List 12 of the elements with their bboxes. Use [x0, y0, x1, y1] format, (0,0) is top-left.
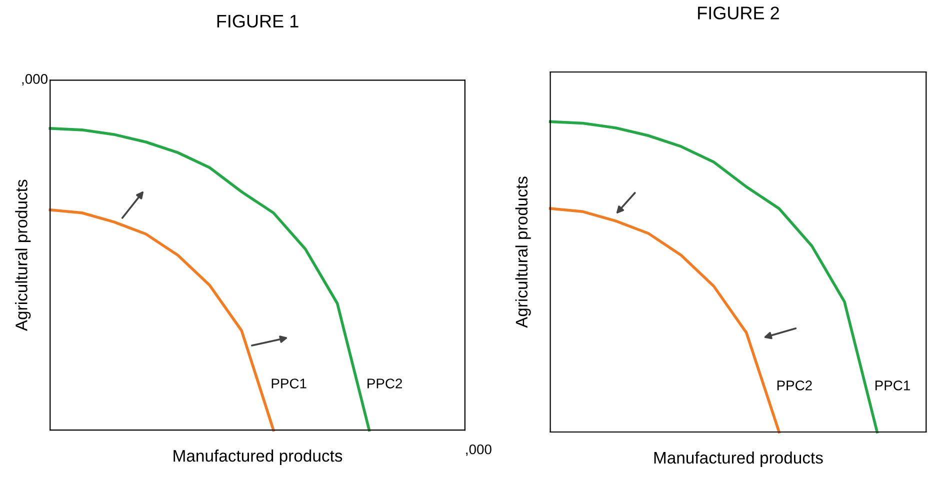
x-axis-title: Manufactured products: [654, 451, 823, 467]
series-label: PPC2: [777, 380, 812, 390]
chart-title: FIGURE 2: [698, 6, 779, 20]
series-label: PPC1: [875, 380, 910, 390]
text: ,000: [466, 444, 492, 456]
x-axis-title: Manufactured products: [174, 450, 342, 466]
series-label: PPC1: [272, 378, 306, 388]
chart-title: FIGURE 1: [217, 14, 298, 28]
series-label: PPC2: [368, 378, 402, 388]
y-axis-title: Agricultural products: [515, 176, 531, 328]
y-axis-title: Agricultural products: [15, 180, 31, 332]
text: ,000: [22, 74, 48, 86]
